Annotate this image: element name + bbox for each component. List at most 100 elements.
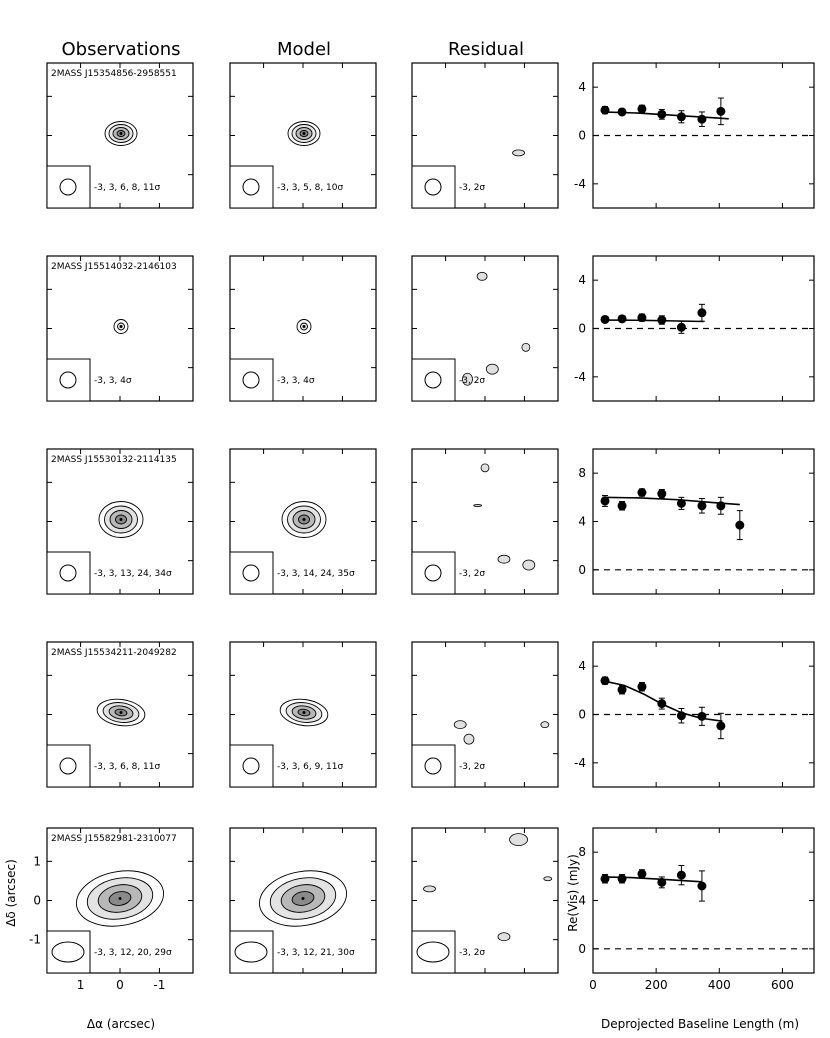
data-point [697,711,707,721]
beam-ellipse [416,941,450,963]
beam-inset [411,930,456,974]
residual-contour [509,833,528,846]
contour-levels: -3, 3, 6, 8, 11σ [94,183,160,193]
data-point [716,501,726,511]
data-point [637,488,647,497]
beam-inset [411,744,456,788]
data-point [676,498,686,508]
residual-contour [476,271,488,281]
data-point [697,114,707,124]
source-name: 2MASS J15530132-2114135 [51,455,177,465]
residual-contour [463,733,475,745]
panel-obs-3: -3, 3, 13, 24, 34σ 2MASS J15530132-211413… [46,448,194,595]
y-tick-label: 4 [578,659,586,673]
residual-contour [540,721,550,729]
vis-chart-1: -4 0 4 [574,62,815,209]
beam-ellipse [242,371,260,389]
image-ytick-label: 0 [33,894,41,908]
beam-inset [411,358,456,402]
beam-inset [411,165,456,209]
residual-contour [453,720,467,730]
contour-levels: -3, 3, 4σ [94,376,132,386]
residual-contour [462,372,473,386]
data-point [637,104,647,114]
contour-peak [301,897,305,900]
column-header-model: Model [277,39,331,60]
contour-levels: -3, 3, 12, 20, 29σ [94,948,172,958]
beam-inset [229,551,274,595]
beam-ellipse [242,757,260,775]
contour-peak [119,518,123,521]
image-ytick-label: 1 [33,854,41,868]
beam-ellipse [424,564,442,582]
image-xtick-label: -1 [153,978,165,992]
beam-ellipse [234,941,268,963]
x-tick-label: 0 [589,978,597,992]
data-point [637,682,647,692]
residual-contour [480,463,490,473]
residual-contour [497,932,511,942]
residual-contour [543,876,553,882]
data-point [697,501,707,511]
data-point [676,870,686,880]
data-point [600,676,610,686]
beam-ellipse [242,178,260,196]
image-xtick-label: 1 [77,978,85,992]
y-tick-label: -4 [574,177,586,191]
beam-ellipse [424,757,442,775]
vis-ylabel: Re(Vis) (mJy) [566,854,580,932]
beam-inset [229,744,274,788]
data-point [637,869,647,879]
vis-chart-2: -4 0 4 [574,255,815,402]
panel-resid-4: -3, 2σ [411,641,559,788]
data-point [600,105,610,115]
data-point [657,109,667,119]
beam-inset [46,930,91,974]
x-tick-label: 200 [645,978,668,992]
y-tick-label: 4 [578,273,586,287]
beam-inset [229,165,274,209]
beam-inset [46,165,91,209]
panel-obs-4: -3, 3, 6, 8, 11σ 2MASS J15534211-2049282 [46,641,194,788]
data-point [657,489,667,499]
data-point [617,874,627,884]
data-point [657,877,667,887]
source-name: 2MASS J15514032-2146103 [51,262,177,272]
y-tick-label: 8 [578,466,586,480]
column-header-residual: Residual [448,39,524,60]
y-tick-label: 8 [578,845,586,859]
data-point [600,874,610,884]
data-point [697,881,707,891]
contour-levels: -3, 2σ [459,569,485,579]
contour-levels: -3, 2σ [459,183,485,193]
contour-levels: -3, 2σ [459,376,485,386]
data-point [617,107,627,117]
source-name: 2MASS J15582981-2310077 [51,834,177,844]
image-xlabel: Δα (arcsec) [87,1017,155,1031]
contour-levels: -3, 3, 12, 21, 30σ [277,948,355,958]
data-point [600,314,610,324]
vis-chart-4: -4 0 4 [574,641,815,788]
panel-model-2: -3, 3, 4σ [229,255,377,402]
residual-contour [497,554,511,564]
beam-inset [46,744,91,788]
vis-chart-5: 0 4 8 0 200 400 600 [578,827,815,992]
image-ylabel: Δδ (arcsec) [4,859,18,927]
panel-resid-1: -3, 2σ [411,62,559,209]
panel-model-1: -3, 3, 5, 8, 10σ [229,62,377,209]
residual-contour [473,504,483,507]
vis-xlabel: Deprojected Baseline Length (m) [601,1017,799,1031]
contour-peak [302,711,306,714]
contour-peak [119,325,123,328]
data-point [676,711,686,721]
image-xtick-label: 0 [116,978,124,992]
panel-model-5: -3, 3, 12, 21, 30σ [229,827,377,974]
contour-levels: -3, 3, 4σ [277,376,315,386]
y-tick-label: 4 [578,515,586,529]
residual-contour [521,342,531,352]
y-tick-label: 0 [578,708,586,722]
data-point [697,308,707,318]
beam-inset [229,930,274,974]
panel-obs-2: -3, 3, 4σ 2MASS J15514032-2146103 [46,255,194,402]
contour-levels: -3, 3, 13, 24, 34σ [94,569,172,579]
